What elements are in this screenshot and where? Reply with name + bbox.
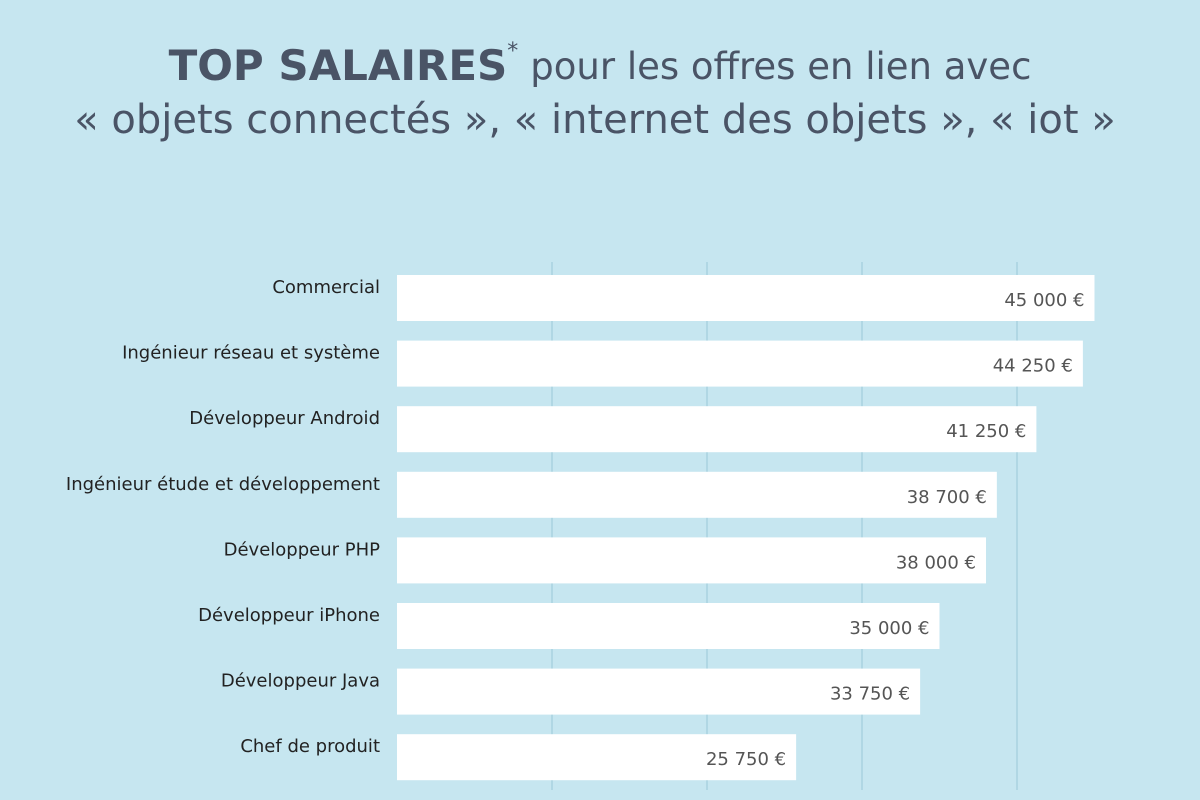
bar — [397, 275, 1095, 321]
bar — [397, 537, 986, 584]
value-label: 45 000 € — [1004, 290, 1084, 311]
title-bold: TOP SALAIRES — [169, 41, 508, 90]
category-label: Développeur Android — [189, 408, 380, 429]
title-rest: pour les offres en lien avec — [530, 45, 1031, 88]
category-label: Chef de produit — [240, 736, 380, 757]
chart-title: TOP SALAIRES* pour les offres en lien ave… — [169, 39, 1032, 90]
bar — [397, 340, 1083, 387]
value-label: 38 000 € — [896, 552, 976, 573]
value-label: 44 250 € — [993, 356, 1073, 377]
category-label: Développeur iPhone — [198, 605, 380, 626]
bar — [397, 406, 1037, 453]
value-label: 41 250 € — [946, 421, 1026, 442]
bar — [397, 734, 797, 781]
bar — [397, 471, 997, 518]
value-label: 35 000 € — [849, 618, 929, 639]
category-label: Développeur PHP — [224, 539, 381, 560]
chart-title-line2: « objets connectés », « internet des obj… — [74, 97, 1116, 143]
value-label: 38 700 € — [907, 487, 987, 508]
category-label: Ingénieur étude et développement — [66, 474, 380, 495]
category-label: Commercial — [272, 277, 380, 298]
category-label: Ingénieur réseau et système — [122, 343, 380, 364]
category-label: Développeur Java — [221, 671, 380, 692]
bar — [397, 668, 921, 715]
bar — [397, 603, 940, 649]
value-label: 25 750 € — [706, 749, 786, 770]
title-marker: * — [507, 39, 518, 64]
value-label: 33 750 € — [830, 684, 910, 705]
